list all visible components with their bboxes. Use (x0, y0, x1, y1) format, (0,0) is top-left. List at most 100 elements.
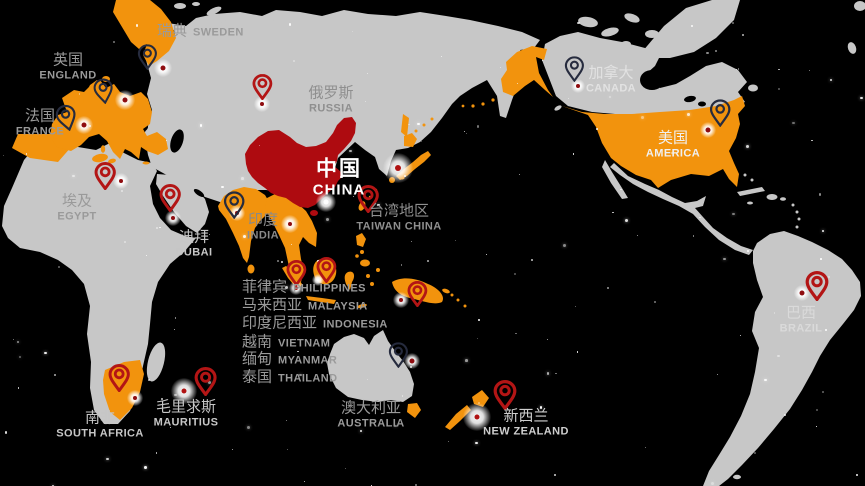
glow-marker (393, 292, 409, 308)
region-south-africa-highlight (103, 360, 144, 420)
label-en-england: ENGLAND (39, 69, 97, 82)
star-speck (156, 227, 158, 229)
star-speck (353, 195, 355, 198)
star-speck (485, 253, 488, 256)
star-speck (737, 67, 740, 70)
islands-aleutian (461, 98, 495, 108)
star-speck (417, 122, 420, 126)
star-speck (568, 98, 570, 100)
star-speck (477, 337, 479, 339)
star-speck (821, 229, 825, 233)
label-en-australia: AUSTRALIA (337, 417, 405, 430)
label-en-russia: RUSSIA (309, 102, 353, 115)
star-speck (2, 154, 4, 156)
star-speck (91, 415, 94, 418)
star-speck (408, 123, 410, 126)
landmass-australia (327, 330, 414, 402)
star-speck (611, 211, 614, 214)
star-speck (777, 87, 781, 91)
star-speck (478, 319, 481, 322)
star-speck (732, 212, 735, 216)
location-pin-india (223, 191, 245, 219)
landmass-baja (602, 160, 628, 199)
star-speck (246, 425, 250, 429)
label-zh-india: 印度 (247, 211, 279, 229)
landmass-greenland (642, 0, 740, 58)
star-speck (513, 273, 516, 276)
star-speck (816, 408, 819, 411)
star-speck (281, 260, 284, 263)
star-speck (208, 233, 211, 236)
star-speck (576, 351, 579, 354)
star-speck (541, 59, 543, 62)
glow-center-dot (133, 396, 137, 400)
star-speck (499, 67, 501, 69)
star-speck (773, 312, 775, 314)
star-speck (692, 235, 695, 237)
star-speck (553, 473, 556, 477)
glow-marker (113, 173, 129, 189)
landmass-mexico-central-america (610, 163, 753, 255)
glow-marker (154, 59, 172, 77)
star-speck (267, 320, 270, 322)
glow-center-dot (122, 97, 128, 103)
label-en-france: FRANCE (15, 125, 65, 138)
label-zh-dubai: 迪拜 (178, 228, 209, 246)
star-speck (714, 50, 717, 53)
star-speck (12, 338, 15, 341)
region-tunisia-highlight (92, 153, 108, 163)
star-speck (199, 124, 203, 127)
star-speck (51, 484, 55, 486)
location-pin-america (709, 99, 731, 127)
star-speck (577, 21, 580, 24)
star-speck (344, 468, 347, 470)
location-pin-papua-new-guinea (407, 281, 428, 307)
star-speck (441, 55, 443, 57)
star-speck (778, 68, 780, 71)
label-zh-china: 中国 (316, 157, 362, 181)
label-brazil: 巴西 BRAZIL (780, 304, 823, 335)
label-zh-england: 英国 (52, 51, 84, 69)
star-speck (465, 359, 468, 362)
star-speck (285, 419, 287, 421)
star-speck (393, 424, 397, 428)
star-speck (120, 189, 124, 193)
label-canada: 加拿大 CANADA (586, 64, 636, 95)
star-speck (670, 151, 674, 155)
star-speck (855, 473, 858, 476)
star-speck (723, 257, 726, 261)
star-speck (546, 339, 548, 341)
glow-marker (316, 192, 336, 212)
star-speck (54, 374, 57, 377)
glow-center-dot (395, 165, 401, 171)
label-zh-russia: 俄罗斯 (308, 84, 354, 102)
star-speck (241, 177, 244, 180)
label-en-egypt: EGYPT (57, 210, 97, 223)
label-en-thailand: THAILAND (278, 372, 338, 385)
star-speck (207, 380, 211, 384)
label-zh-south-africa: 南非 (84, 409, 115, 427)
star-speck (221, 186, 224, 189)
label-russia: 俄罗斯 RUSSIA (308, 84, 353, 115)
star-speck (747, 250, 749, 252)
label-new-zealand: 新西兰 NEW ZEALAND (483, 407, 569, 438)
star-speck (258, 144, 261, 147)
star-speck (415, 484, 418, 486)
star-speck (699, 216, 701, 219)
star-speck (827, 276, 830, 278)
star-speck (829, 78, 832, 82)
location-pin-egypt (94, 162, 116, 190)
label-en-vietnam: VIETNAM (278, 337, 331, 350)
label-zh-egypt: 埃及 (61, 192, 93, 210)
star-speck (352, 30, 354, 32)
sea-baltic (112, 55, 126, 77)
star-speck (44, 351, 47, 355)
star-speck (808, 69, 811, 72)
star-speck (608, 95, 612, 99)
glow-center-dot (260, 102, 264, 106)
location-pin-south-africa (108, 364, 130, 392)
star-speck (78, 93, 81, 95)
star-speck (165, 140, 167, 142)
star-speck (367, 73, 369, 75)
